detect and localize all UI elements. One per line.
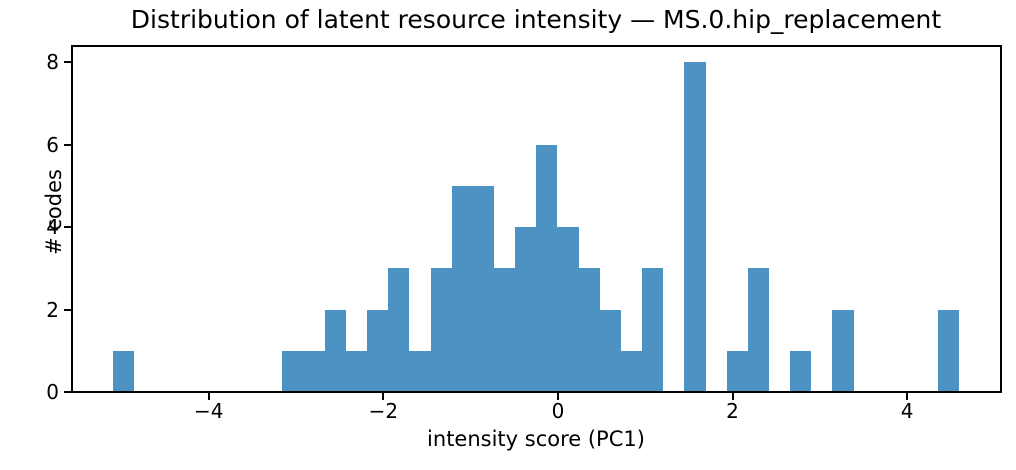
histogram-bar xyxy=(621,350,642,392)
y-tick-label: 2 xyxy=(46,297,59,322)
x-tick-mark xyxy=(207,393,210,400)
histogram-bar xyxy=(790,350,811,392)
histogram-bar xyxy=(325,309,346,392)
histogram-bar xyxy=(282,350,304,392)
x-tick-mark xyxy=(382,393,385,400)
histogram-bar xyxy=(452,185,473,392)
x-tick-label: −2 xyxy=(368,399,399,423)
histogram-bar xyxy=(684,62,706,392)
x-tick-mark xyxy=(731,393,734,400)
histogram-bar xyxy=(409,350,431,392)
histogram-bar xyxy=(832,309,854,392)
histogram-bar xyxy=(494,268,515,392)
histogram-bar xyxy=(938,309,959,392)
x-tick-label: 2 xyxy=(726,399,739,423)
histogram-bar xyxy=(557,227,579,392)
y-tick-mark xyxy=(64,391,71,393)
histogram-bar xyxy=(642,268,663,392)
histogram-bar xyxy=(113,350,134,392)
histogram-bar xyxy=(600,309,621,392)
x-axis-label: intensity score (PC1) xyxy=(427,427,645,451)
chart-title: Distribution of latent resource intensit… xyxy=(130,5,942,34)
x-tick-mark xyxy=(556,393,559,400)
histogram-bar xyxy=(431,268,452,392)
histogram-bar xyxy=(388,268,409,392)
y-tick-mark xyxy=(64,61,71,63)
y-tick-label: 8 xyxy=(46,50,59,74)
histogram-bar xyxy=(579,268,600,392)
y-tick-mark xyxy=(64,308,71,311)
histogram-bar xyxy=(536,144,557,392)
histogram-bar xyxy=(748,268,769,392)
x-tick-label: 0 xyxy=(551,399,565,423)
histogram-bar xyxy=(727,350,748,392)
y-tick-mark xyxy=(64,226,71,228)
histogram-bar xyxy=(515,227,536,392)
y-tick-mark xyxy=(64,143,71,146)
y-tick-label: 4 xyxy=(46,215,59,239)
histogram-bar xyxy=(367,309,388,392)
histogram-bar xyxy=(304,350,325,392)
x-tick-label: −4 xyxy=(194,399,224,423)
histogram-bar xyxy=(473,185,494,392)
histogram-bar xyxy=(346,350,367,392)
y-tick-label: 0 xyxy=(46,380,59,404)
x-tick-label: 4 xyxy=(900,399,914,423)
y-tick-label: 6 xyxy=(46,132,59,157)
x-tick-mark xyxy=(906,393,909,400)
y-axis-label: # codes xyxy=(42,169,66,255)
